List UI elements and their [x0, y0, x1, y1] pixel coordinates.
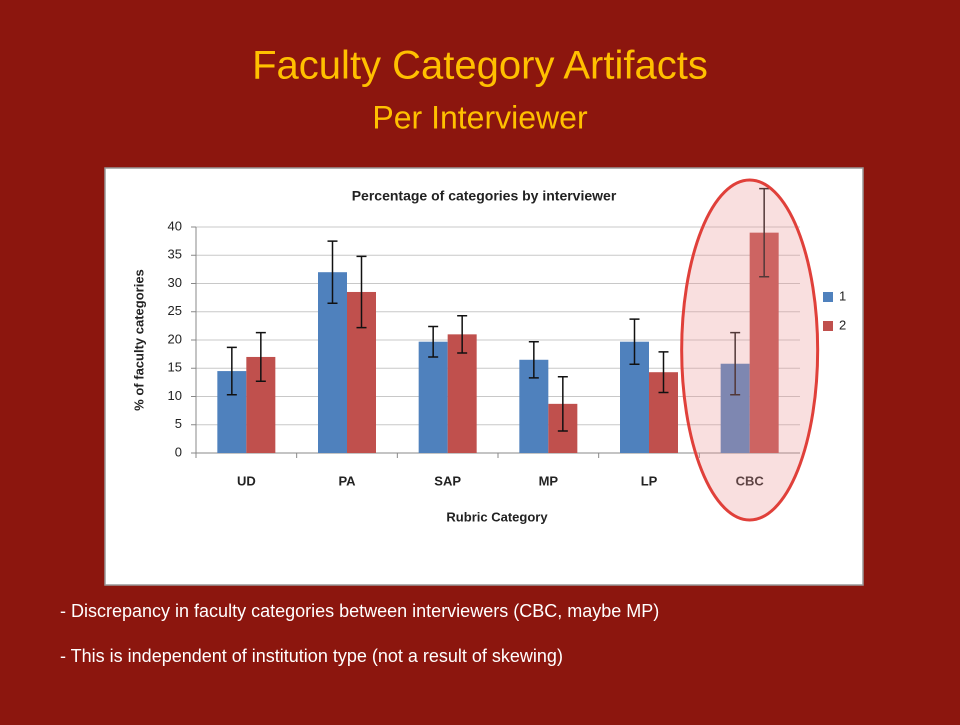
- error-bar: [557, 375, 568, 432]
- highlight-ellipse: [680, 178, 820, 522]
- y-tick-label: 0: [175, 444, 182, 459]
- x-tick-label: CBC: [736, 473, 765, 488]
- error-bar: [629, 318, 640, 366]
- y-tick-label: 30: [168, 275, 182, 290]
- error-bar: [528, 340, 539, 379]
- y-tick-label: 20: [168, 331, 182, 346]
- y-tick-label: 25: [168, 303, 182, 318]
- error-bar: [226, 346, 237, 396]
- y-tick-label: 10: [168, 388, 182, 403]
- error-bar: [457, 314, 468, 354]
- y-tick-label: 15: [168, 360, 182, 375]
- legend-swatch: [823, 321, 833, 331]
- error-bar: [759, 187, 770, 278]
- x-tick-label: SAP: [434, 473, 461, 488]
- y-axis-label: % of faculty categories: [131, 269, 146, 411]
- error-bar: [327, 240, 338, 305]
- legend-swatch: [823, 292, 833, 302]
- x-tick-label: UD: [237, 473, 256, 488]
- error-bar: [428, 325, 439, 358]
- x-tick-label: LP: [641, 473, 658, 488]
- legend-label: 1: [839, 288, 846, 303]
- bullet: - This is independent of institution typ…: [60, 646, 563, 666]
- x-axis-label: Rubric Category: [446, 509, 548, 524]
- error-bar: [255, 331, 266, 382]
- slide-title: Faculty Category Artifacts: [252, 44, 708, 88]
- legend-label: 2: [839, 317, 846, 332]
- error-bar: [730, 331, 741, 396]
- y-tick-label: 35: [168, 247, 182, 262]
- slide-subtitle: Per Interviewer: [372, 99, 588, 135]
- y-tick-label: 40: [168, 218, 182, 233]
- y-tick-label: 5: [175, 416, 182, 431]
- bullet: - Discrepancy in faculty categories betw…: [60, 601, 659, 621]
- error-bar: [356, 255, 367, 329]
- error-bar: [658, 351, 669, 394]
- chart-title: Percentage of categories by interviewer: [352, 188, 617, 204]
- bar: [447, 334, 477, 453]
- bar: [418, 341, 448, 453]
- x-tick-label: MP: [539, 473, 559, 488]
- x-tick-label: PA: [338, 473, 356, 488]
